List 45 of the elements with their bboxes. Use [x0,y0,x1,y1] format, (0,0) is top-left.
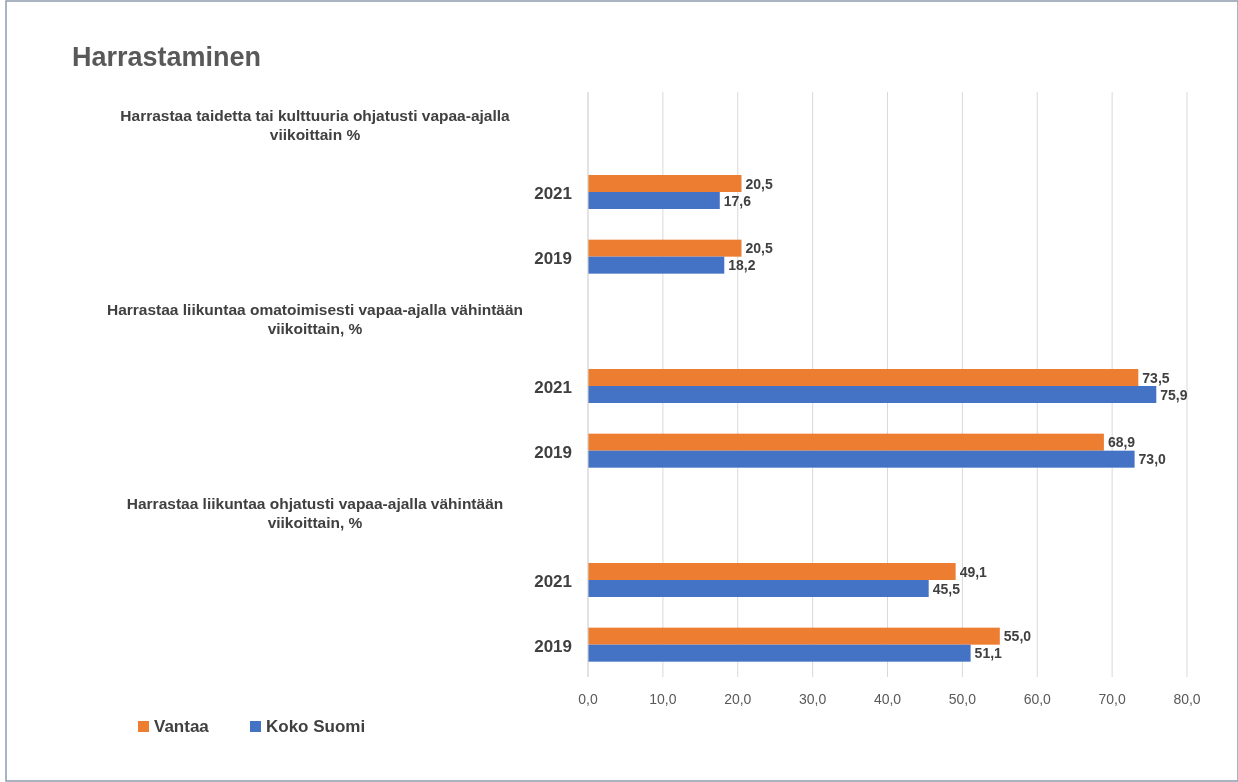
data-label: 68,9 [1107,434,1136,451]
x-tick-label: 60,0 [1023,691,1052,707]
y-tick-label: 2019 [534,442,572,462]
bar [588,239,742,257]
legend-label: Koko Suomi [266,717,366,736]
bar [588,563,956,580]
bar [588,644,971,662]
legend-label: Vantaa [154,717,210,736]
bar [588,386,1157,403]
x-tick-label: 40,0 [873,691,902,707]
bar [588,256,725,274]
y-tick-label: Harrastaa taidetta tai kulttuuria ohjatusti vapaa-ajalla viikoittain % [120,107,511,143]
data-label: 18,2 [728,257,756,274]
data-label: 49,1 [959,563,988,580]
x-tick-label: 50,0 [948,691,977,707]
bar [588,433,1104,451]
bar [588,450,1135,468]
y-tick-label: Harrastaa liikuntaa ohjatusti vapaa-ajalla vähintään viikoittain, % [126,495,504,531]
x-tick-label: 80,0 [1173,691,1201,707]
data-label: 20,5 [745,175,773,192]
bar [588,580,929,597]
data-label: 73,5 [1142,369,1170,386]
data-label: 45,5 [932,580,961,597]
bar [588,175,742,192]
y-tick-label: 2021 [534,572,572,591]
x-tick-label: 0,0 [578,691,598,707]
data-label: 75,9 [1160,386,1188,403]
y-tick-label: 2019 [534,248,572,268]
x-tick-label: 20,0 [724,691,752,707]
bar [588,627,1000,645]
text: Harrastaminen [72,42,262,72]
bar [588,369,1139,386]
x-tick-label: 70,0 [1098,691,1126,707]
data-label: 73,0 [1138,451,1167,468]
y-tick-label: 2021 [534,184,572,203]
y-tick-label: Harrastaa liikuntaa omatoimisesti vapaa-ajalla vähintään viikoittain, % [106,301,524,337]
bar [588,192,720,209]
x-tick-label: 10,0 [649,691,677,707]
x-tick-label: 30,0 [799,691,827,707]
y-tick-label: 2019 [534,636,572,656]
data-label: 51,1 [974,645,1003,662]
data-label: 55,0 [1003,628,1032,645]
data-label: 17,6 [723,192,752,209]
y-tick-label: 2021 [534,378,572,397]
data-label: 20,5 [745,240,773,257]
